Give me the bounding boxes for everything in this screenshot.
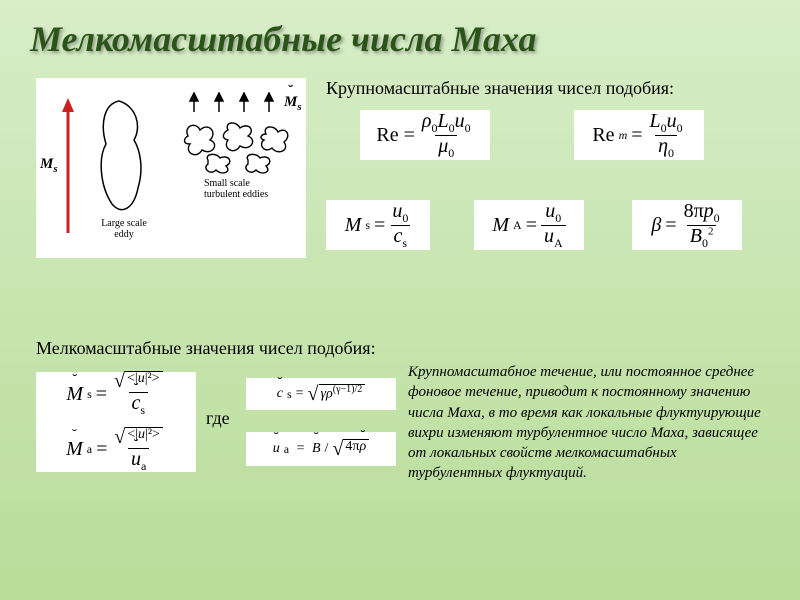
- formula-ma: MA = u0uA: [474, 200, 584, 250]
- large-eddy-shape: [92, 96, 147, 216]
- small-scale-subtitle: Мелкомасштабные значения чисел подобия:: [36, 338, 376, 359]
- where-label: где: [206, 408, 230, 429]
- eddy-diagram: Ms Large scaleeddy Ms Small scaleturbule…: [36, 78, 306, 258]
- small-eddies-shape: [178, 116, 293, 176]
- large-eddy-label: Large scaleeddy: [92, 218, 156, 240]
- formula-breve-ms-ma: Ms = √<|u|²>cs Ma = √<|u|²>ua: [36, 372, 196, 472]
- slide-title: Мелкомасштабные числа Маха: [0, 0, 800, 60]
- description-paragraph: Крупномасштабное течение, или постоянное…: [408, 362, 770, 484]
- formula-rem: Rem = L0u0η0: [574, 110, 704, 160]
- formula-ua: ua = B / √4πρ: [246, 432, 396, 466]
- ms-right-label: Ms: [284, 94, 302, 113]
- formula-cs: cs = √γρ(γ−1)/2: [246, 378, 396, 410]
- small-eddy-label: Small scaleturbulent eddies: [204, 178, 294, 200]
- ms-left-label: Ms: [40, 156, 58, 175]
- formula-beta: β = 8πp0B02: [632, 200, 742, 250]
- formula-re: Re = ρ0L0u0μ0: [360, 110, 490, 160]
- small-arrows-icon: [184, 92, 284, 114]
- large-arrow-icon: [58, 98, 78, 238]
- large-scale-subtitle: Крупномасштабные значения чисел подобия:: [326, 78, 674, 99]
- formula-ms: Ms = u0cs: [326, 200, 430, 250]
